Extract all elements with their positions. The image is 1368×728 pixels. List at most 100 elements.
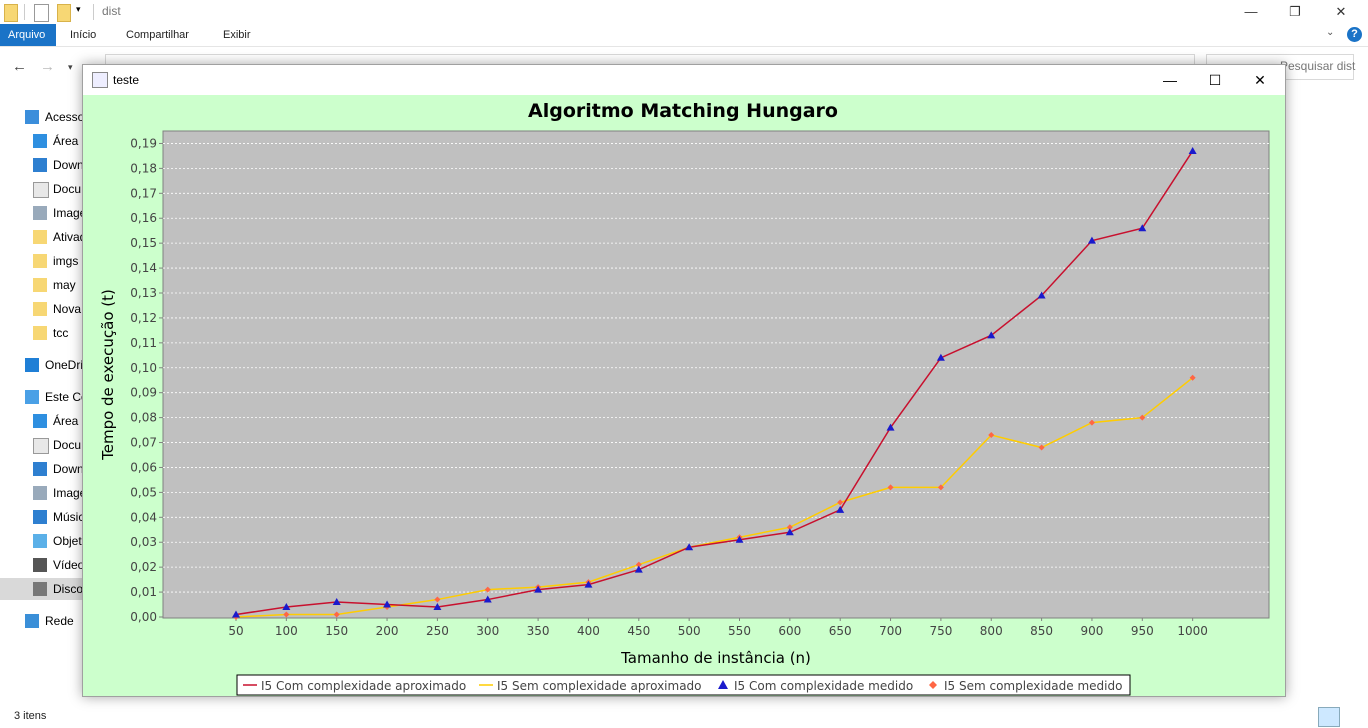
y-tick-label: 0,09: [130, 386, 157, 400]
x-tick-label: 600: [778, 624, 801, 638]
sidebar-item[interactable]: Objet: [0, 530, 82, 552]
sidebar-item[interactable]: tcc: [0, 322, 82, 344]
sidebar-item-label: Disco: [53, 582, 82, 596]
image-icon: [33, 486, 47, 500]
x-tick-label: 50: [228, 624, 243, 638]
tab-share[interactable]: Compartilhar: [126, 29, 189, 41]
sidebar-item[interactable]: imgs: [0, 250, 82, 272]
sidebar-item-label: Acesso: [45, 110, 82, 124]
details-view-button[interactable]: [1318, 707, 1340, 727]
data-point-diamond: [786, 524, 793, 531]
sidebar-item-label: Ativad: [53, 230, 82, 244]
ribbon-expand-icon[interactable]: ⌄: [1326, 27, 1335, 38]
y-tick-label: 0,06: [130, 460, 157, 474]
folder-icon: [4, 4, 18, 22]
java-window-title: teste: [113, 73, 140, 87]
data-point-triangle: [282, 603, 291, 611]
tab-view[interactable]: Exibir: [223, 29, 251, 41]
sidebar-item-label: Nova: [53, 302, 82, 316]
quick-access-dropdown-icon[interactable]: ▾: [76, 4, 81, 14]
data-point-diamond: [837, 499, 844, 506]
y-tick-label: 0,18: [130, 161, 157, 175]
sidebar-item[interactable]: OneDri: [0, 354, 82, 376]
x-tick-label: 450: [627, 624, 650, 638]
y-tick-label: 0,16: [130, 211, 157, 225]
x-tick-label: 100: [275, 624, 298, 638]
x-tick-label: 700: [879, 624, 902, 638]
x-tick-label: 800: [980, 624, 1003, 638]
sidebar-item-label: Docu: [53, 182, 82, 196]
sidebar-item[interactable]: Vídeo: [0, 554, 82, 576]
legend-label: I5 Sem complexidade medido: [944, 679, 1122, 693]
java-close-button[interactable]: ✕: [1254, 72, 1266, 88]
data-point-diamond: [333, 611, 340, 618]
sidebar-item[interactable]: Acesso: [0, 106, 82, 128]
data-point-triangle: [936, 353, 945, 361]
legend-label: I5 Com complexidade aproximado: [261, 679, 466, 693]
document-icon: [33, 438, 49, 454]
close-button[interactable]: ✕: [1335, 4, 1347, 19]
large-icons-view-button[interactable]: [1343, 707, 1363, 725]
sidebar-item[interactable]: Rede: [0, 610, 82, 632]
data-point-diamond: [484, 586, 491, 593]
sidebar-item[interactable]: Image: [0, 482, 82, 504]
recent-dropdown-icon[interactable]: ▾: [68, 62, 73, 72]
folder-icon: [33, 230, 47, 244]
sidebar-item-label: Músic: [53, 510, 82, 524]
image-icon: [33, 206, 47, 220]
navigation-pane: Acesso Área d Down Docu Image Ativad imgs may No…: [0, 100, 82, 660]
x-tick-label: 1000: [1177, 624, 1208, 638]
sidebar-item[interactable]: Down: [0, 154, 82, 176]
java-icon: [92, 72, 108, 88]
sidebar-item[interactable]: Disco: [0, 578, 82, 600]
new-folder-icon[interactable]: [57, 4, 71, 22]
back-arrow-icon[interactable]: ←: [12, 58, 27, 75]
restore-button[interactable]: ❐: [1289, 4, 1301, 19]
data-point-triangle: [332, 598, 341, 606]
x-tick-label: 950: [1131, 624, 1154, 638]
folder-icon: [33, 278, 47, 292]
series-line: [235, 377, 1194, 618]
minimize-button[interactable]: —: [1244, 4, 1258, 19]
sidebar-item-label: may: [53, 278, 76, 292]
x-tick-label: 150: [325, 624, 348, 638]
y-tick-label: 0,00: [130, 610, 157, 624]
sidebar-item[interactable]: Image: [0, 202, 82, 224]
sidebar-item[interactable]: Docu: [0, 178, 82, 200]
series-line: [235, 150, 1194, 616]
sidebar-item[interactable]: may: [0, 274, 82, 296]
tab-home[interactable]: Início: [70, 29, 97, 41]
forward-arrow-icon[interactable]: →: [40, 58, 55, 75]
data-point-diamond: [937, 484, 944, 491]
data-point-triangle: [634, 565, 643, 573]
sidebar-item[interactable]: Músic: [0, 506, 82, 528]
sidebar-item[interactable]: Área d: [0, 410, 82, 432]
sidebar-item[interactable]: Área d: [0, 130, 82, 152]
sidebar-item-label: Rede: [45, 614, 74, 628]
sidebar-item-label: imgs: [53, 254, 79, 268]
data-point-diamond: [988, 432, 995, 439]
data-point-diamond: [1038, 444, 1045, 451]
folder-icon: [33, 254, 47, 268]
properties-icon[interactable]: [34, 4, 49, 22]
line-chart: Algoritmo Matching Hungaro 0,00 0,01 0,02 0,…: [99, 100, 1270, 696]
java-window-titlebar: teste — ☐ ✕: [83, 65, 1285, 95]
sidebar-item[interactable]: Este Co: [0, 386, 82, 408]
y-tick-label: 0,19: [130, 136, 157, 150]
help-icon[interactable]: ?: [1347, 27, 1362, 42]
divider: [93, 4, 94, 20]
y-tick-label: 0,17: [130, 186, 157, 200]
data-point-diamond: [887, 484, 894, 491]
sidebar-item[interactable]: Ativad: [0, 226, 82, 248]
java-maximize-button[interactable]: ☐: [1208, 72, 1222, 88]
x-tick-label: 750: [929, 624, 952, 638]
sidebar-item[interactable]: Nova: [0, 298, 82, 320]
data-point-triangle: [886, 423, 895, 431]
tab-file[interactable]: Arquivo: [0, 24, 56, 46]
java-minimize-button[interactable]: —: [1163, 72, 1177, 88]
data-point-triangle: [1188, 146, 1197, 154]
sidebar-item[interactable]: Docu: [0, 434, 82, 456]
music-icon: [33, 510, 47, 524]
sidebar-item[interactable]: Down: [0, 458, 82, 480]
java-chart-window: teste — ☐ ✕ Algoritmo Matching Hungaro 0,…: [82, 64, 1286, 697]
